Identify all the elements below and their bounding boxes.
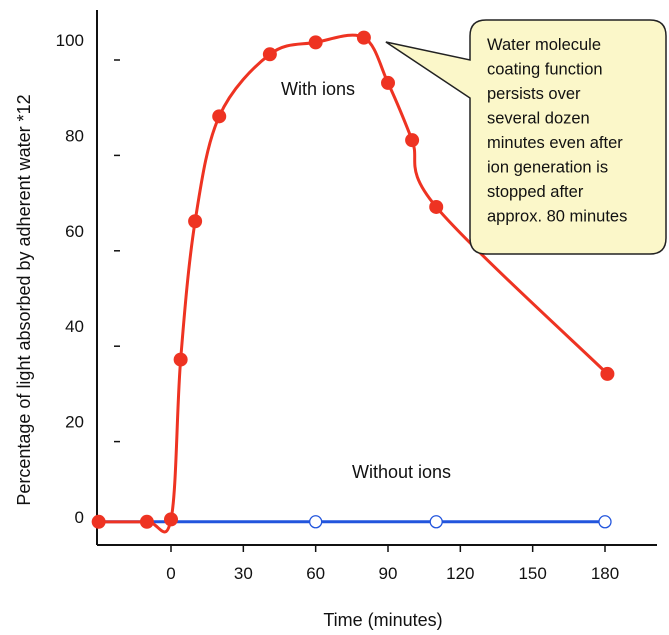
data-point-with-ions (429, 199, 444, 214)
x-tick-label: 0 (166, 564, 175, 583)
series-line-with-ions (98, 33, 609, 534)
y-tick-label: 40 (65, 317, 84, 336)
x-tick-label: 60 (306, 564, 325, 583)
callout-text-line: approx. 80 minutes (487, 208, 627, 226)
data-point-with-ions (262, 47, 277, 62)
ticks: 0 30 60 90 120 150 180 0 20 40 60 80 100 (56, 31, 620, 583)
x-tick-label: 90 (379, 564, 398, 583)
data-point-with-ions (381, 75, 395, 90)
data-point-with-ions (405, 133, 420, 148)
axes (96, 10, 657, 546)
data-point-without-ions (429, 515, 443, 529)
x-axis-title: Time (minutes) (323, 610, 442, 630)
callout-text-line: stopped after (487, 183, 584, 201)
data-point-with-ions (356, 30, 371, 45)
data-point-with-ions (164, 512, 178, 527)
y-tick-label: 80 (65, 126, 84, 145)
data-point-with-ions (308, 35, 323, 50)
x-tick-label: 30 (234, 564, 253, 583)
y-tick-label: 100 (56, 31, 84, 50)
y-tick-label: 20 (65, 413, 84, 432)
data-point-with-ions (600, 366, 615, 381)
x-tick-label: 150 (518, 564, 546, 583)
data-point-with-ions (188, 214, 203, 229)
data-point-with-ions (91, 514, 106, 529)
y-axis-title: Percentage of light absorbed by adherent… (14, 94, 34, 505)
callout-text-line: Water molecule (487, 36, 601, 54)
callout-text-line: minutes even after (487, 134, 623, 152)
series-label-without-ions: Without ions (352, 462, 451, 482)
callout-text-line: ion generation is (487, 159, 608, 177)
data-point-with-ions (173, 352, 188, 367)
callout-bubble (385, 19, 667, 255)
data-point-without-ions (309, 515, 323, 529)
y-tick-label: 60 (65, 222, 84, 241)
series-label-with-ions: With ions (281, 79, 355, 99)
callout-text-line: several dozen (487, 110, 590, 128)
data-point-with-ions (212, 109, 227, 124)
callout-text-line: persists over (487, 85, 581, 103)
data-point-with-ions (139, 514, 154, 529)
annotation-callout: Water molecule coating function persists o… (385, 19, 667, 255)
data-point-without-ions (598, 515, 612, 529)
x-tick-label: 180 (591, 564, 619, 583)
y-tick-label: 0 (75, 508, 84, 527)
x-tick-label: 120 (446, 564, 474, 583)
series-layer (91, 30, 615, 534)
callout-text-line: coating function (487, 61, 603, 79)
